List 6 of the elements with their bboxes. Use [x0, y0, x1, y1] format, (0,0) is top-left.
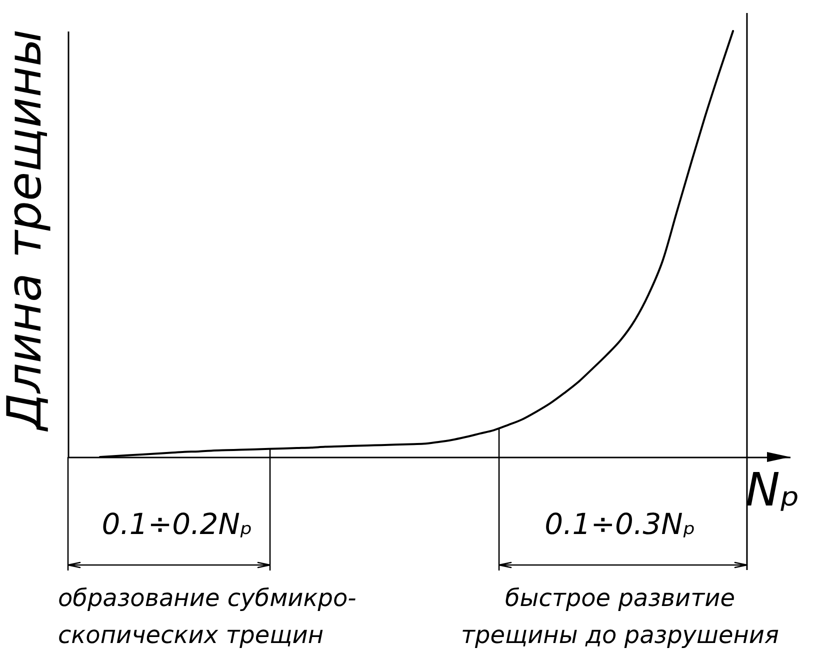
text: быстрое развитие трещины до разрушения — [460, 584, 779, 649]
text: 0.1÷0.3Nₚ — [544, 507, 696, 541]
y-axis-title: Длина трещины — [0, 29, 52, 432]
x-axis-title: Nₚ — [746, 462, 800, 516]
text: 0.1÷0.2Nₚ — [102, 507, 252, 541]
text: образование субмикро- скопических трещин — [58, 584, 356, 649]
